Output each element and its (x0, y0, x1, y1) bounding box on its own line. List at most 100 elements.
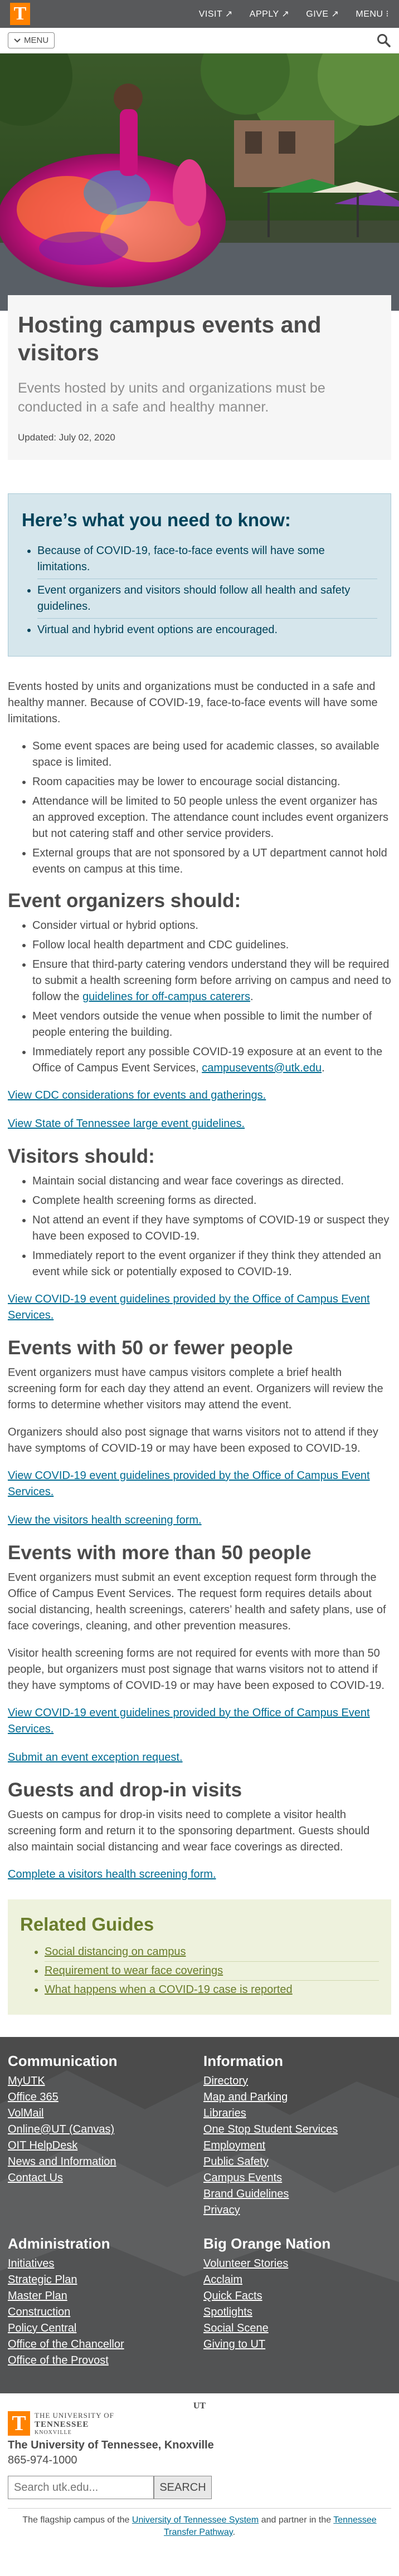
footer-link[interactable]: Campus Events (203, 2172, 283, 2184)
ut-logo[interactable]: T (10, 3, 30, 25)
footer-link[interactable]: Brand Guidelines (203, 2188, 289, 2200)
footer-link[interactable]: Office 365 (8, 2091, 59, 2103)
list-item: External groups that are not sponsored b… (32, 845, 391, 878)
footer-link[interactable]: Giving to UT (203, 2338, 266, 2350)
list-item: Maintain social distancing and wear face… (32, 1173, 391, 1189)
footer-link[interactable]: News and Information (8, 2156, 116, 2168)
flagship-statement: The flagship campus of the University of… (8, 2508, 391, 2539)
footer-information: Information Directory Map and Parking Li… (203, 2053, 391, 2219)
footer-link[interactable]: Acclaim (203, 2274, 243, 2286)
event-guidelines-link[interactable]: View COVID-19 event guidelines provided … (8, 1470, 370, 1498)
footer-link[interactable]: Social Scene (203, 2322, 269, 2334)
mountain-background (0, 2070, 399, 2393)
page-title: Hosting campus events and visitors (18, 312, 322, 365)
more-than-50-heading: Events with more than 50 people (8, 1542, 312, 1564)
section-menu-button[interactable]: MENU (8, 32, 55, 48)
footer-link[interactable]: Strategic Plan (8, 2274, 77, 2286)
page-header: Hosting campus events and visitors Event… (8, 295, 391, 460)
footer-link[interactable]: Construction (8, 2306, 71, 2318)
footer-link[interactable]: One Stop Student Services (203, 2123, 338, 2136)
power-t-logo: T (8, 2411, 30, 2436)
body-paragraph: Events hosted by units and organizations… (8, 680, 378, 725)
state-guidelines-link[interactable]: View State of Tennessee large event guid… (8, 1118, 245, 1130)
ut-mini-logo: UT (193, 2401, 206, 2411)
organizers-list: Consider virtual or hybrid options. Foll… (8, 918, 391, 1076)
footer-link[interactable]: Contact Us (8, 2172, 63, 2184)
footer-link[interactable]: OIT HelpDesk (8, 2139, 78, 2152)
footer-link[interactable]: Policy Central (8, 2322, 77, 2334)
exception-request-link[interactable]: Submit an event exception request. (8, 1751, 183, 1764)
footer-link[interactable]: Public Safety (203, 2156, 269, 2168)
footer-link[interactable]: Online@UT (Canvas) (8, 2123, 115, 2136)
visitors-heading: Visitors should: (8, 1145, 155, 1167)
body-paragraph: Event organizers must submit an event ex… (8, 1571, 386, 1632)
footer-link[interactable]: Volunteer Stories (203, 2257, 289, 2270)
list-item: Some event spaces are being used for aca… (32, 738, 391, 771)
limitations-list: Some event spaces are being used for aca… (8, 738, 391, 878)
list-item: Not attend an event if they have symptom… (32, 1212, 391, 1245)
footer-link[interactable]: Spotlights (203, 2306, 252, 2318)
visit-link[interactable]: VISIT ↗ (198, 9, 233, 19)
chevron-down-icon (14, 38, 21, 42)
body-paragraph: Visitor health screening forms are not r… (8, 1647, 385, 1692)
event-guidelines-link[interactable]: View COVID-19 event guidelines provided … (8, 1707, 370, 1735)
related-link[interactable]: Requirement to wear face coverings (45, 1965, 223, 1977)
list-item: Immediately report to the event organize… (32, 1248, 391, 1280)
footer-link[interactable]: Office of the Chancellor (8, 2338, 124, 2350)
list-item: Follow local health department and CDC g… (32, 937, 391, 953)
footer-administration: Administration Initiatives Strategic Pla… (8, 2235, 196, 2369)
hero-image (0, 53, 399, 311)
footer-link[interactable]: Libraries (203, 2107, 246, 2119)
footer-link[interactable]: Master Plan (8, 2290, 67, 2302)
university-name: The University of Tennessee, Knoxville (8, 2439, 214, 2451)
main-content: Events hosted by units and organizations… (0, 657, 399, 1883)
search-icon[interactable] (377, 33, 391, 48)
utk-wordmark[interactable]: T THE UNIVERSITY OF TENNESSEE KNOXVILLE (8, 2411, 391, 2436)
list-item: Attendance will be limited to 50 people … (32, 794, 391, 842)
visitors-list: Maintain social distancing and wear face… (8, 1173, 391, 1280)
list-item: Complete health screening forms as direc… (32, 1193, 391, 1209)
body-paragraph: Organizers should also post signage that… (8, 1426, 378, 1454)
footer-search: SEARCH (8, 2476, 391, 2499)
footer-link[interactable]: VolMail (8, 2107, 44, 2119)
organizers-heading: Event organizers should: (8, 890, 241, 912)
list-item: Consider virtual or hybrid options. (32, 918, 391, 934)
footer-link[interactable]: MyUTK (8, 2075, 45, 2087)
footer-search-input[interactable] (8, 2476, 154, 2499)
footer-link[interactable]: Quick Facts (203, 2290, 262, 2302)
phone-number[interactable]: 865-974-1000 (8, 2454, 77, 2466)
footer-link[interactable]: Directory (203, 2075, 249, 2087)
related-heading: Related Guides (20, 1914, 154, 1935)
updated-date: Updated: July 02, 2020 (18, 432, 115, 443)
visitor-form-link[interactable]: View the visitors health screening form. (8, 1514, 202, 1526)
need-to-know-box: Here’s what you need to know: Because of… (8, 493, 391, 657)
footer-link[interactable]: Employment (203, 2139, 266, 2152)
top-bar: T VISIT ↗ APPLY ↗ GIVE ↗ MENU ⁝ (0, 0, 399, 28)
off-campus-caterers-link[interactable]: guidelines for off-campus caterers (82, 991, 250, 1003)
related-link[interactable]: What happens when a COVID-19 case is rep… (45, 1984, 293, 1996)
list-item: Room capacities may be lower to encourag… (32, 774, 391, 790)
related-guides: Related Guides Social distancing on camp… (8, 1899, 391, 2015)
event-guidelines-link[interactable]: View COVID-19 event guidelines provided … (8, 1293, 370, 1321)
complete-form-link[interactable]: Complete a visitors health screening for… (8, 1868, 216, 1880)
top-menu-button[interactable]: MENU ⁝ (356, 9, 389, 19)
footer-search-button[interactable]: SEARCH (154, 2476, 212, 2499)
ut-system-link[interactable]: University of Tennessee System (132, 2515, 259, 2525)
list-item: Immediately report any possible COVID-19… (32, 1044, 391, 1076)
transfer-pathway-link[interactable]: Tennessee Transfer Pathway (163, 2515, 377, 2537)
need-to-know-item: Because of COVID-19, face-to-face events… (37, 540, 377, 579)
footer-link[interactable]: Map and Parking (203, 2091, 288, 2103)
campusevents-email-link[interactable]: campusevents@utk.edu (202, 1062, 322, 1074)
footer-big-orange-nation: Big Orange Nation Volunteer Stories Accl… (203, 2235, 391, 2369)
need-to-know-item: Virtual and hybrid event options are enc… (37, 619, 377, 641)
guests-heading: Guests and drop-in visits (8, 1779, 242, 1801)
cdc-considerations-link[interactable]: View CDC considerations for events and g… (8, 1089, 266, 1101)
footer-link[interactable]: Office of the Provost (8, 2354, 109, 2367)
footer-link[interactable]: Initiatives (8, 2257, 55, 2270)
footer-link[interactable]: Privacy (203, 2204, 240, 2216)
give-link[interactable]: GIVE ↗ (306, 9, 339, 19)
related-link[interactable]: Social distancing on campus (45, 1946, 186, 1958)
footer-communication: Communication MyUTK Office 365 VolMail O… (8, 2053, 196, 2219)
body-paragraph: Event organizers must have campus visito… (8, 1367, 383, 1411)
apply-link[interactable]: APPLY ↗ (249, 9, 290, 19)
